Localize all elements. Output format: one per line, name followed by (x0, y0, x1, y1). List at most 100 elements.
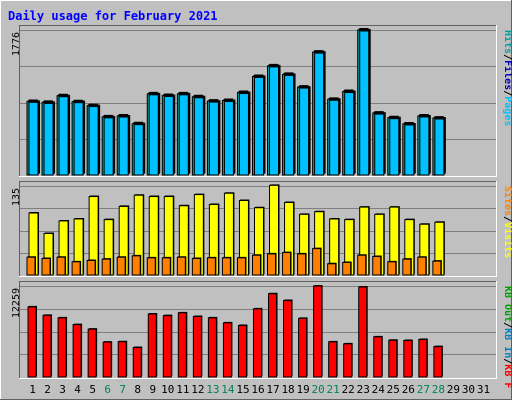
kbf-bar (433, 346, 443, 378)
y-max-label: 1776 (11, 32, 22, 56)
pages-bar (434, 118, 445, 176)
legend: Hits/Files/Pages (502, 30, 512, 126)
pages-bar-top (89, 104, 101, 107)
x-tick-label: 22 (342, 383, 355, 396)
sites-bar (417, 256, 427, 276)
sites-bar (387, 261, 397, 276)
kbf-bar (403, 340, 413, 378)
pages-bar (73, 102, 84, 176)
pages-bar-top (209, 100, 221, 103)
legend: KB Out/KB In/KB F (502, 286, 512, 388)
sites-bar (402, 258, 412, 276)
kbf-bar (177, 312, 187, 378)
x-tick-label: 5 (89, 383, 96, 396)
sites-bar (191, 258, 201, 276)
kbf-bar (132, 347, 142, 378)
x-tick-label: 16 (251, 383, 264, 396)
sites-bar (26, 256, 36, 276)
pages-bar (374, 113, 385, 176)
sites-bar (372, 256, 382, 276)
kbf-bar (283, 300, 293, 378)
x-tick-label: 18 (281, 383, 294, 396)
legend-separator: / (502, 216, 512, 222)
x-tick-label: 26 (402, 383, 415, 396)
x-tick-label: 27 (417, 383, 430, 396)
kbf-bar (298, 317, 308, 378)
pages-bar-top (374, 112, 386, 115)
kbf-bar (328, 341, 338, 378)
x-tick-label: 6 (104, 383, 111, 396)
sites-bar (56, 256, 66, 276)
pages-bar-top (389, 116, 401, 119)
pages-bar (193, 97, 204, 176)
pages-bar (284, 74, 295, 176)
pages-bar (299, 87, 310, 176)
pages-bar (103, 117, 114, 176)
kbf-bar (87, 328, 97, 378)
pages-bar (178, 94, 189, 176)
x-tick-label: 14 (221, 383, 235, 396)
pages-bar-top (74, 100, 86, 103)
sites-bar (101, 258, 111, 276)
kbf-bar (358, 286, 368, 378)
pages-bar-top (164, 94, 176, 97)
kbf-bar (207, 317, 217, 378)
legend-item: Sites (502, 186, 512, 216)
x-tick-label: 17 (266, 383, 279, 396)
kbf-bar (27, 306, 37, 378)
x-tick-label: 12 (191, 383, 204, 396)
sites-bar (312, 248, 322, 276)
pages-bar (253, 76, 264, 176)
x-tick-label: 23 (357, 383, 370, 396)
sites-bar (267, 253, 277, 276)
x-tick-label: 29 (447, 383, 460, 396)
kbf-bar (102, 341, 112, 378)
legend-separator: / (502, 90, 512, 96)
kbf-bar (268, 293, 278, 378)
kbytes-bars (27, 285, 443, 378)
kbf-bar (388, 339, 398, 378)
kbf-bar (117, 341, 127, 378)
pages-bar (118, 116, 129, 176)
x-tick-label: 30 (462, 383, 475, 396)
pages-bar (28, 101, 39, 176)
legend-separator: / (502, 54, 512, 60)
kbf-bar (222, 322, 232, 378)
pages-bar-top (419, 114, 431, 117)
x-tick-label: 24 (372, 383, 386, 396)
sites-bar (236, 257, 246, 276)
legend-item: KB F (502, 364, 512, 388)
pages-bar (58, 96, 69, 176)
pages-bar (419, 116, 430, 176)
pages-bar (223, 101, 234, 176)
pages-bar (43, 102, 54, 176)
legend-item: Pages (502, 96, 512, 126)
sites-bar (251, 254, 261, 276)
sites-bar (221, 257, 231, 276)
legend-separator: / (502, 358, 512, 364)
pages-bar (238, 93, 249, 176)
sites-bar (282, 252, 292, 276)
sites-bar (206, 257, 216, 276)
x-tick-label: 1 (29, 383, 36, 396)
x-tick-label: 2 (44, 383, 51, 396)
kbf-bar (147, 313, 157, 378)
sites-bar (146, 257, 156, 276)
sites-bar (176, 256, 186, 276)
sites-bar (161, 257, 171, 276)
x-tick-label: 3 (59, 383, 66, 396)
x-tick-label: 13 (206, 383, 219, 396)
pages-bar (269, 66, 280, 176)
sites-bar (86, 259, 96, 276)
y-max-label: 135 (11, 188, 22, 206)
legend-item: KB In (502, 328, 512, 358)
sites-bar (357, 254, 367, 276)
y-max-label: 12259 (11, 288, 22, 318)
pages-bar (329, 99, 340, 176)
chart-title: Daily usage for February 2021 (8, 9, 218, 23)
kbf-bar (343, 343, 353, 378)
pages-bar (208, 101, 219, 176)
x-tick-label: 31 (477, 383, 490, 396)
sites-bar (71, 261, 81, 276)
